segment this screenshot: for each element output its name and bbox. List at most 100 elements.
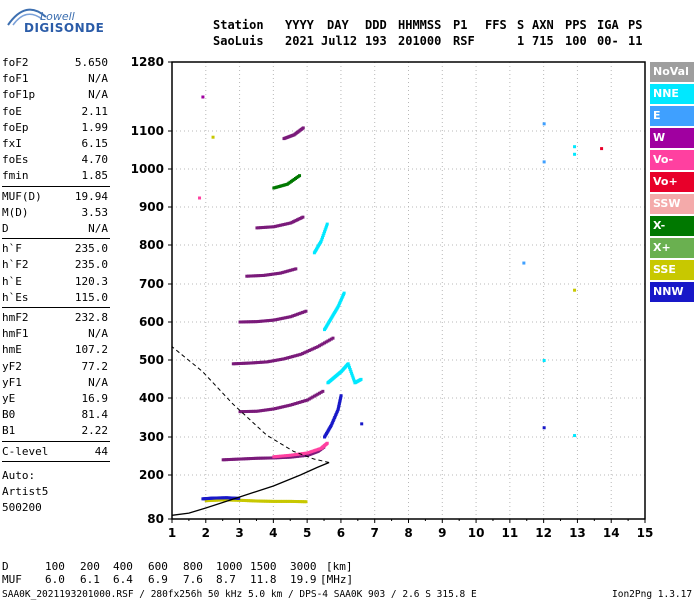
echo-mark: [279, 317, 283, 321]
echo-mark: [225, 458, 229, 462]
header-label: FFS: [485, 18, 507, 32]
x-tick-label: 14: [603, 526, 620, 540]
parameter-row: B0 81.4: [2, 408, 110, 423]
echo-mark: [275, 272, 279, 276]
echo-mark: [267, 499, 271, 503]
echo-mark: [265, 273, 269, 277]
legend-item: X-: [650, 216, 694, 236]
echo-mark: [335, 411, 339, 415]
echo-mark: [290, 268, 294, 272]
echo-mark: [317, 391, 321, 395]
echo-mark: [262, 499, 266, 503]
echo-mark: [209, 498, 213, 502]
echo-mark: [218, 498, 222, 502]
x-tick-label: 13: [569, 526, 586, 540]
echo-mark: [325, 441, 329, 445]
echo-mark: [235, 362, 239, 366]
echo-mark: [282, 270, 286, 274]
footer-muf-value: 6.4: [113, 573, 133, 586]
echo-mark: [301, 500, 305, 504]
header-value: Jul12: [321, 34, 358, 48]
parameter-row: yF1 N/A: [2, 376, 110, 391]
echo-mark: [272, 499, 276, 503]
echo-mark: [351, 375, 355, 379]
echo-mark: [359, 377, 363, 381]
echo-mark: [326, 339, 330, 343]
echo-mark: [255, 320, 259, 324]
echo-mark: [285, 404, 289, 408]
footer-d-value: 600: [148, 560, 168, 573]
echo-mark: [274, 318, 278, 322]
echo-mark: [319, 239, 323, 243]
echo-mark: [290, 453, 294, 457]
echo-mark: [257, 226, 261, 230]
echo-mark: [211, 498, 215, 502]
echo-mark: [240, 498, 244, 502]
echo-mark: [301, 454, 305, 458]
echo-mark: [321, 389, 325, 393]
legend-item: W: [650, 128, 694, 148]
logo-lowell-text: Lowell: [40, 10, 75, 23]
echo-mark: [307, 349, 311, 352]
echo-mark: [285, 222, 289, 226]
x-tick-label: 6: [337, 526, 345, 540]
echo-mark: [245, 499, 249, 503]
echo-mark: [339, 299, 343, 303]
header-label: Station: [213, 18, 264, 32]
echo-mark: [352, 379, 356, 383]
echo-mark: [260, 456, 264, 460]
echo-mark: [206, 499, 210, 503]
echo-mark: [292, 499, 296, 503]
scatter-point: [201, 95, 205, 99]
echo-mark: [265, 319, 269, 323]
echo-mark: [245, 409, 249, 413]
scatter-point: [542, 160, 546, 164]
echo-mark: [262, 360, 266, 364]
echo-mark: [274, 358, 278, 362]
echo-mark: [285, 499, 289, 503]
echo-mark: [289, 455, 293, 459]
footer-d-value: 800: [183, 560, 203, 573]
echo-trace: [326, 362, 363, 385]
echo-mark: [257, 409, 261, 413]
echo-mark: [347, 364, 351, 368]
echo-mark: [258, 360, 262, 364]
x-tick-label: 5: [303, 526, 311, 540]
echo-mark: [223, 498, 227, 502]
echo-mark: [236, 362, 240, 366]
echo-mark: [284, 404, 288, 408]
echo-mark: [270, 499, 274, 503]
echo-mark: [258, 226, 262, 230]
echo-mark: [277, 271, 281, 275]
echo-mark: [294, 453, 298, 457]
parameter-row: yE 16.9: [2, 392, 110, 407]
echo-mark: [292, 267, 296, 271]
echo-mark: [294, 267, 298, 271]
footer-d-label: D: [2, 560, 9, 573]
echo-mark: [258, 456, 262, 460]
echo-mark: [301, 215, 305, 219]
echo-trace: [323, 291, 346, 332]
echo-mark: [316, 392, 320, 396]
echo-mark: [284, 455, 288, 459]
echo-mark: [260, 360, 264, 364]
echo-mark: [279, 271, 283, 275]
echo-mark: [270, 225, 274, 229]
echo-mark: [289, 403, 293, 407]
echo-mark: [272, 225, 276, 229]
echo-mark: [333, 416, 337, 419]
echo-mark: [268, 407, 272, 411]
parameter-row: B1 2.22: [2, 424, 110, 439]
echo-mark: [302, 454, 306, 458]
echo-mark: [258, 409, 262, 413]
echo-mark: [339, 297, 343, 301]
echo-mark: [296, 500, 300, 504]
echo-mark: [267, 360, 271, 364]
echo-mark: [321, 234, 325, 237]
echo-mark: [255, 499, 259, 503]
echo-mark: [316, 345, 320, 349]
echo-mark: [339, 394, 343, 398]
echo-mark: [336, 305, 340, 309]
echo-mark: [260, 273, 264, 277]
